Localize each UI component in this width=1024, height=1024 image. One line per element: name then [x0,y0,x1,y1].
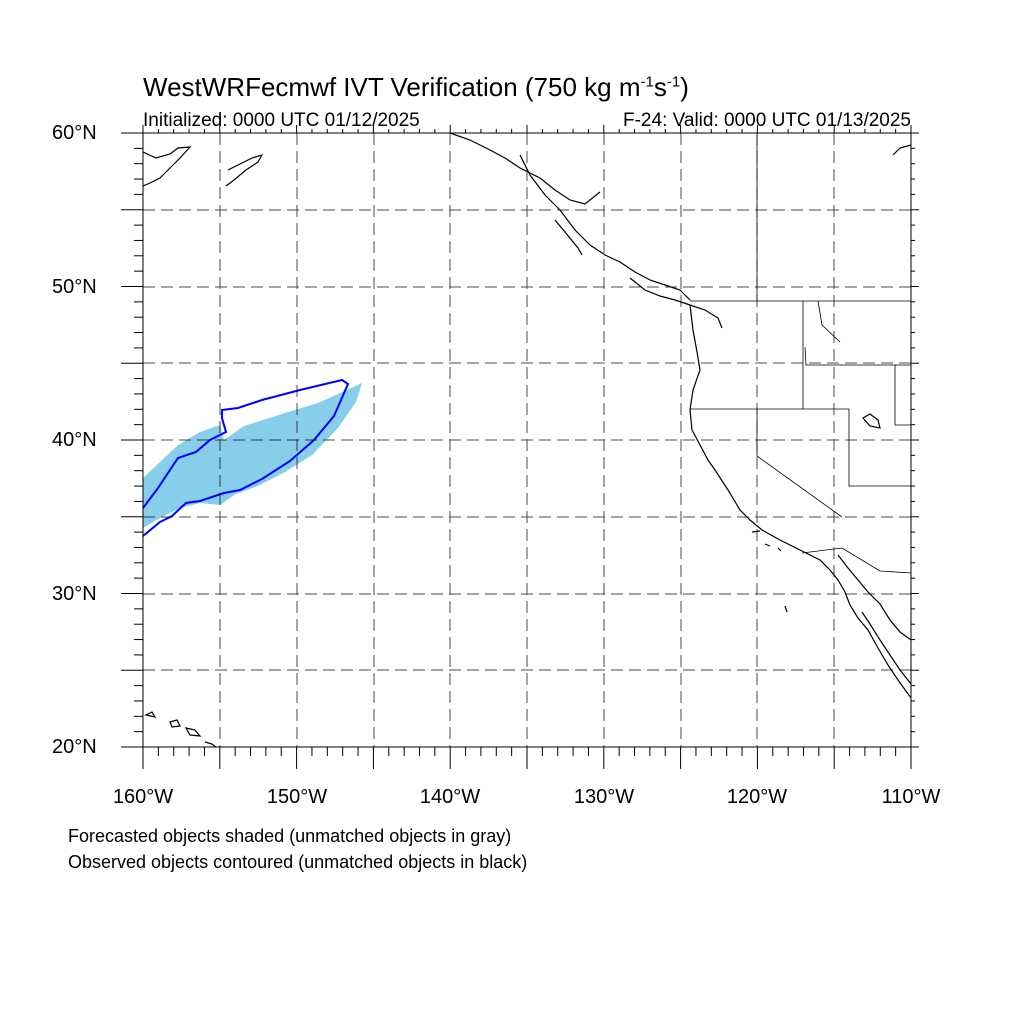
lon-label-120w: 120°W [726,786,788,808]
coastlines [143,133,911,747]
political-boundaries [690,133,911,574]
valid-time: F-24: Valid: 0000 UTC 01/13/2025 [623,110,911,131]
title-mid: s [653,72,667,102]
graticule [143,133,911,747]
init-time: Initialized: 0000 UTC 01/12/2025 [143,110,420,131]
lon-label-110w: 110°W [881,786,941,808]
lat-label-40: 40°N [52,429,97,451]
note-forecast: Forecasted objects shaded (unmatched obj… [68,826,512,846]
map-title: WestWRFecmwf IVT Verification (750 kg m-… [143,72,689,103]
note-observed: Observed objects contoured (unmatched ob… [68,852,528,872]
title-close: ) [680,72,689,102]
lat-label-20: 20°N [52,736,97,758]
title-exp1: -1 [640,73,654,91]
title-main: WestWRFecmwf IVT Verification (750 kg m [143,72,641,102]
lat-label-60: 60°N [52,122,97,144]
lon-label-150w: 150°W [266,786,328,808]
lon-label-140w: 140°W [419,786,481,808]
lat-label-30: 30°N [52,583,97,605]
title-exp2: -1 [666,73,681,91]
lon-label-130w: 130°W [573,786,635,808]
observed-object-contour [143,378,350,537]
axis-ticks [121,125,919,769]
lat-label-50: 50°N [52,276,97,298]
forecast-object [143,383,362,528]
lon-label-160w: 160°W [112,786,174,808]
